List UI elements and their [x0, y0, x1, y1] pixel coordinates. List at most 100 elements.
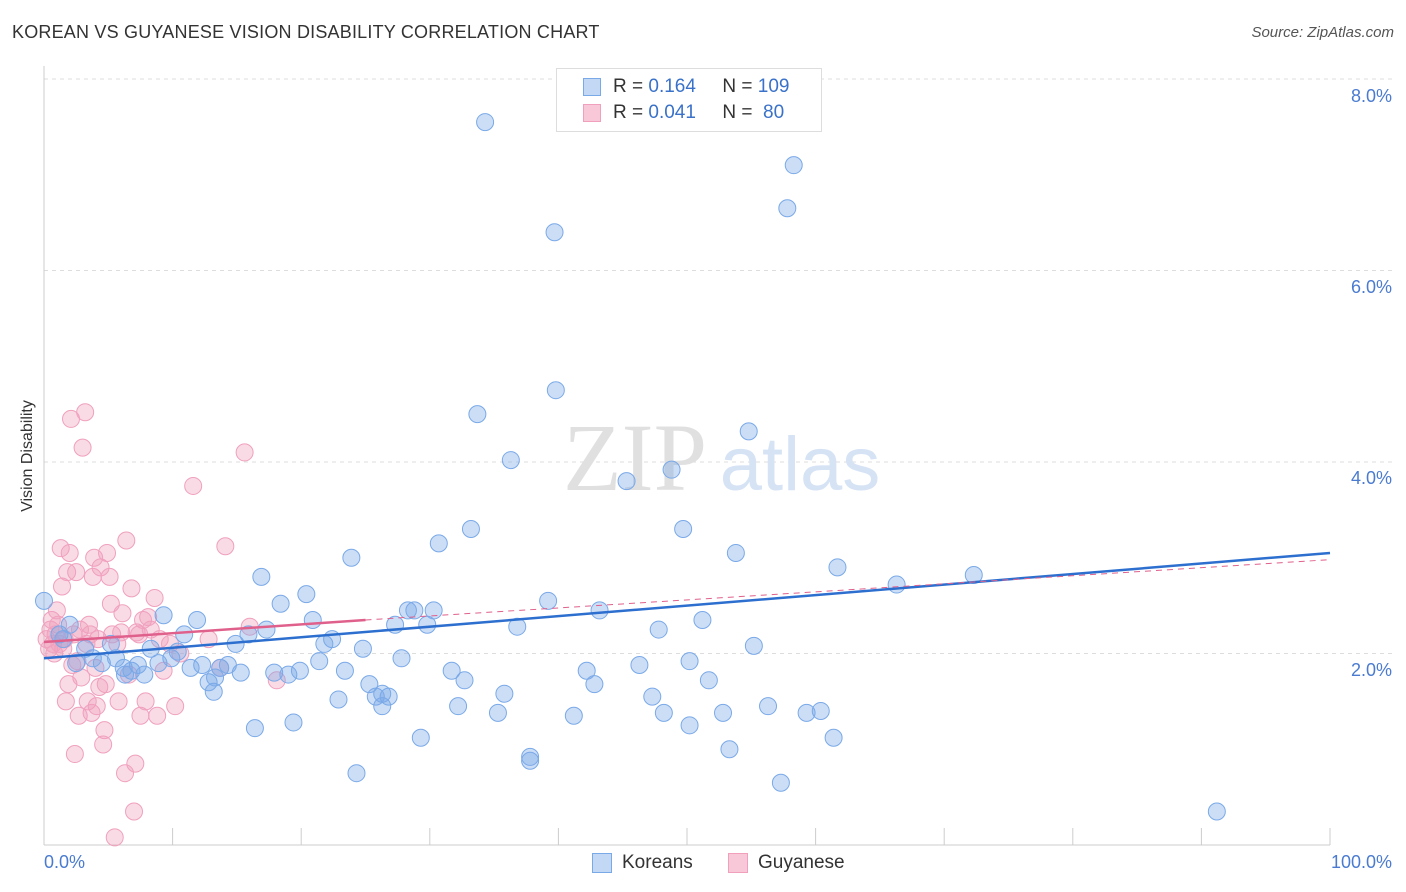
- korean-point: [353, 639, 372, 658]
- legend-swatch-guyanese: [583, 104, 601, 122]
- x-tick-left: 0.0%: [44, 852, 86, 872]
- korean-point: [154, 606, 173, 625]
- korean-point: [188, 610, 207, 629]
- legend-n-label: N =: [722, 102, 753, 123]
- korean-point: [284, 713, 303, 732]
- korean-point: [617, 472, 636, 491]
- korean-point: [784, 156, 803, 175]
- guyanese-point: [94, 735, 113, 754]
- korean-point: [674, 520, 693, 539]
- korean-point: [545, 223, 564, 242]
- series-legend-guyanese[interactable]: Guyanese: [728, 852, 845, 874]
- korean-point: [290, 661, 309, 680]
- guyanese-point: [51, 539, 70, 558]
- watermark-zip: ZIP: [563, 404, 707, 511]
- chart-title: KOREAN VS GUYANESE VISION DISABILITY COR…: [12, 22, 600, 42]
- axes: [43, 66, 1331, 846]
- korean-point: [335, 661, 354, 680]
- guyanese-point: [100, 567, 119, 586]
- korean-point: [744, 636, 763, 655]
- watermark-atlas: atlas: [720, 422, 881, 507]
- guyanese-point: [171, 644, 190, 663]
- guyanese-point: [87, 697, 106, 716]
- guyanese-point: [101, 594, 120, 613]
- korean-point: [726, 543, 745, 562]
- korean-point: [442, 661, 461, 680]
- korean-point: [662, 460, 681, 479]
- korean-point: [680, 716, 699, 735]
- guyanese-point: [235, 443, 254, 462]
- korean-point: [495, 684, 514, 703]
- korean-point: [116, 665, 135, 684]
- guyanese-point: [126, 754, 145, 773]
- korean-point: [720, 740, 739, 759]
- korean-point: [204, 682, 223, 701]
- guyanese-point: [95, 721, 114, 740]
- korean-point: [811, 701, 830, 720]
- korean-point: [521, 751, 540, 770]
- guyanese-point: [98, 543, 117, 562]
- korean-point: [476, 113, 495, 132]
- korean-point: [257, 620, 276, 639]
- guyanese-point: [76, 403, 95, 422]
- guyanese-point: [105, 828, 124, 847]
- korean-point: [342, 548, 361, 567]
- trend-line-koreans: [43, 551, 1331, 660]
- guyanese-point: [148, 706, 167, 725]
- guyanese-point: [136, 692, 155, 711]
- guyanese-point: [58, 563, 77, 582]
- korean-point: [252, 567, 271, 586]
- korean-point: [1207, 802, 1226, 821]
- legend-row-koreans: R = 0.164 N = 109: [583, 75, 789, 99]
- guyanese-point: [134, 610, 153, 629]
- legend-n-label: N =: [722, 76, 753, 97]
- legend-r-label: R =: [613, 76, 644, 97]
- series-label-koreans: Koreans: [622, 852, 693, 873]
- guyanese-point: [109, 692, 128, 711]
- legend-swatch-koreans: [583, 78, 601, 96]
- guyanese-point: [72, 668, 91, 687]
- korean-point: [303, 610, 322, 629]
- korean-point: [279, 665, 298, 684]
- korean-point: [411, 728, 430, 747]
- stats-legend: R = 0.164 N = 109 R = 0.041 N = 80: [556, 68, 822, 132]
- korean-point: [373, 697, 392, 716]
- korean-point: [107, 649, 126, 668]
- guyanese-point: [47, 601, 66, 620]
- korean-point: [245, 719, 264, 738]
- korean-point: [449, 697, 468, 716]
- korean-point: [577, 661, 596, 680]
- guyanese-point: [96, 675, 115, 694]
- korean-point: [693, 610, 712, 629]
- korean-point: [231, 663, 250, 682]
- korean-point: [392, 649, 411, 668]
- y-tick-6: 6.0%: [1350, 277, 1392, 297]
- y-tick-2: 2.0%: [1350, 660, 1392, 680]
- korean-point: [739, 422, 758, 441]
- guyanese-point: [117, 531, 136, 550]
- korean-point: [468, 405, 487, 424]
- korean-point: [643, 687, 662, 706]
- korean-point: [508, 617, 527, 636]
- series-legend-koreans[interactable]: Koreans: [592, 852, 693, 874]
- series-swatch-koreans: [592, 853, 612, 873]
- korean-point: [60, 615, 79, 634]
- korean-point: [398, 601, 417, 620]
- korean-point: [630, 655, 649, 674]
- korean-point: [162, 649, 181, 668]
- guyanese-point: [125, 802, 144, 821]
- legend-n-value: 80: [757, 102, 785, 123]
- korean-point: [680, 652, 699, 671]
- korean-point: [429, 534, 448, 553]
- guyanese-point: [56, 692, 75, 711]
- trend-line-guyanese: [43, 618, 366, 644]
- korean-point: [135, 665, 154, 684]
- korean-point: [347, 764, 366, 783]
- guyanese-point: [166, 697, 185, 716]
- korean-point: [771, 773, 790, 792]
- series-legend: Koreans Guyanese: [0, 852, 1406, 878]
- korean-point: [539, 591, 558, 610]
- korean-point: [714, 703, 733, 722]
- korean-point: [128, 655, 147, 674]
- korean-point: [759, 697, 778, 716]
